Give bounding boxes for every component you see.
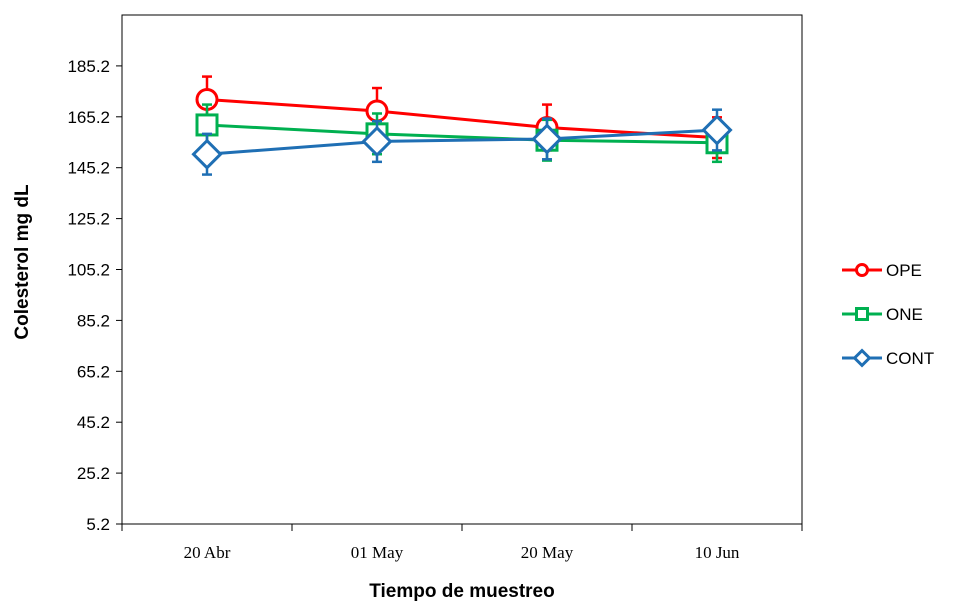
- plot-border: [121, 14, 803, 525]
- y-tick-label: 85.2: [77, 311, 110, 330]
- legend-item-cont: CONT: [842, 348, 934, 368]
- data-point: [195, 113, 219, 137]
- series-line: [206, 123, 718, 145]
- series-cont: [191, 108, 733, 176]
- data-point: [361, 125, 393, 158]
- legend-label: CONT: [886, 349, 934, 368]
- legend-item-ope: OPE: [842, 261, 922, 280]
- x-tick-label: 10 Jun: [695, 543, 740, 562]
- y-tick-label: 65.2: [77, 362, 110, 381]
- data-point: [701, 114, 733, 146]
- series-ope: [195, 75, 729, 160]
- y-tick-label: 105.2: [67, 261, 110, 280]
- legend-label: OPE: [886, 261, 922, 280]
- series-line: [206, 128, 718, 156]
- y-tick-label: 145.2: [67, 159, 110, 178]
- y-tick-label: 165.2: [67, 108, 110, 127]
- data-point: [191, 138, 223, 170]
- plot-area: [121, 14, 803, 525]
- y-tick-label: 45.2: [77, 413, 110, 432]
- x-tick-label: 20 May: [521, 543, 574, 562]
- legend-marker: [855, 307, 869, 321]
- x-axis-title: Tiempo de muestreo: [369, 581, 554, 602]
- legend-marker: [852, 348, 872, 368]
- y-axis-title: Colesterol mg dL: [12, 184, 33, 340]
- y-tick-label: 125.2: [67, 210, 110, 229]
- legend-marker: [855, 263, 869, 277]
- legend-label: ONE: [886, 305, 923, 324]
- series-line: [206, 97, 718, 140]
- legend-item-one: ONE: [842, 305, 923, 324]
- x-tick-label: 20 Abr: [184, 543, 231, 562]
- x-axis: 20 Abr 01 May 20 May 10 Jun: [121, 524, 803, 562]
- series-layer: [191, 75, 733, 176]
- y-tick-label: 185.2: [67, 57, 110, 76]
- legend: OPE ONE CONT: [842, 261, 934, 368]
- y-axis: 5.2 25.2 45.2 65.2 85.2 105.2 125.2 145.2 165.2 1…: [67, 57, 122, 534]
- data-point: [531, 123, 563, 155]
- y-tick-label: 25.2: [77, 464, 110, 483]
- y-tick-label: 5.2: [86, 515, 110, 534]
- x-tick-label: 01 May: [351, 543, 404, 562]
